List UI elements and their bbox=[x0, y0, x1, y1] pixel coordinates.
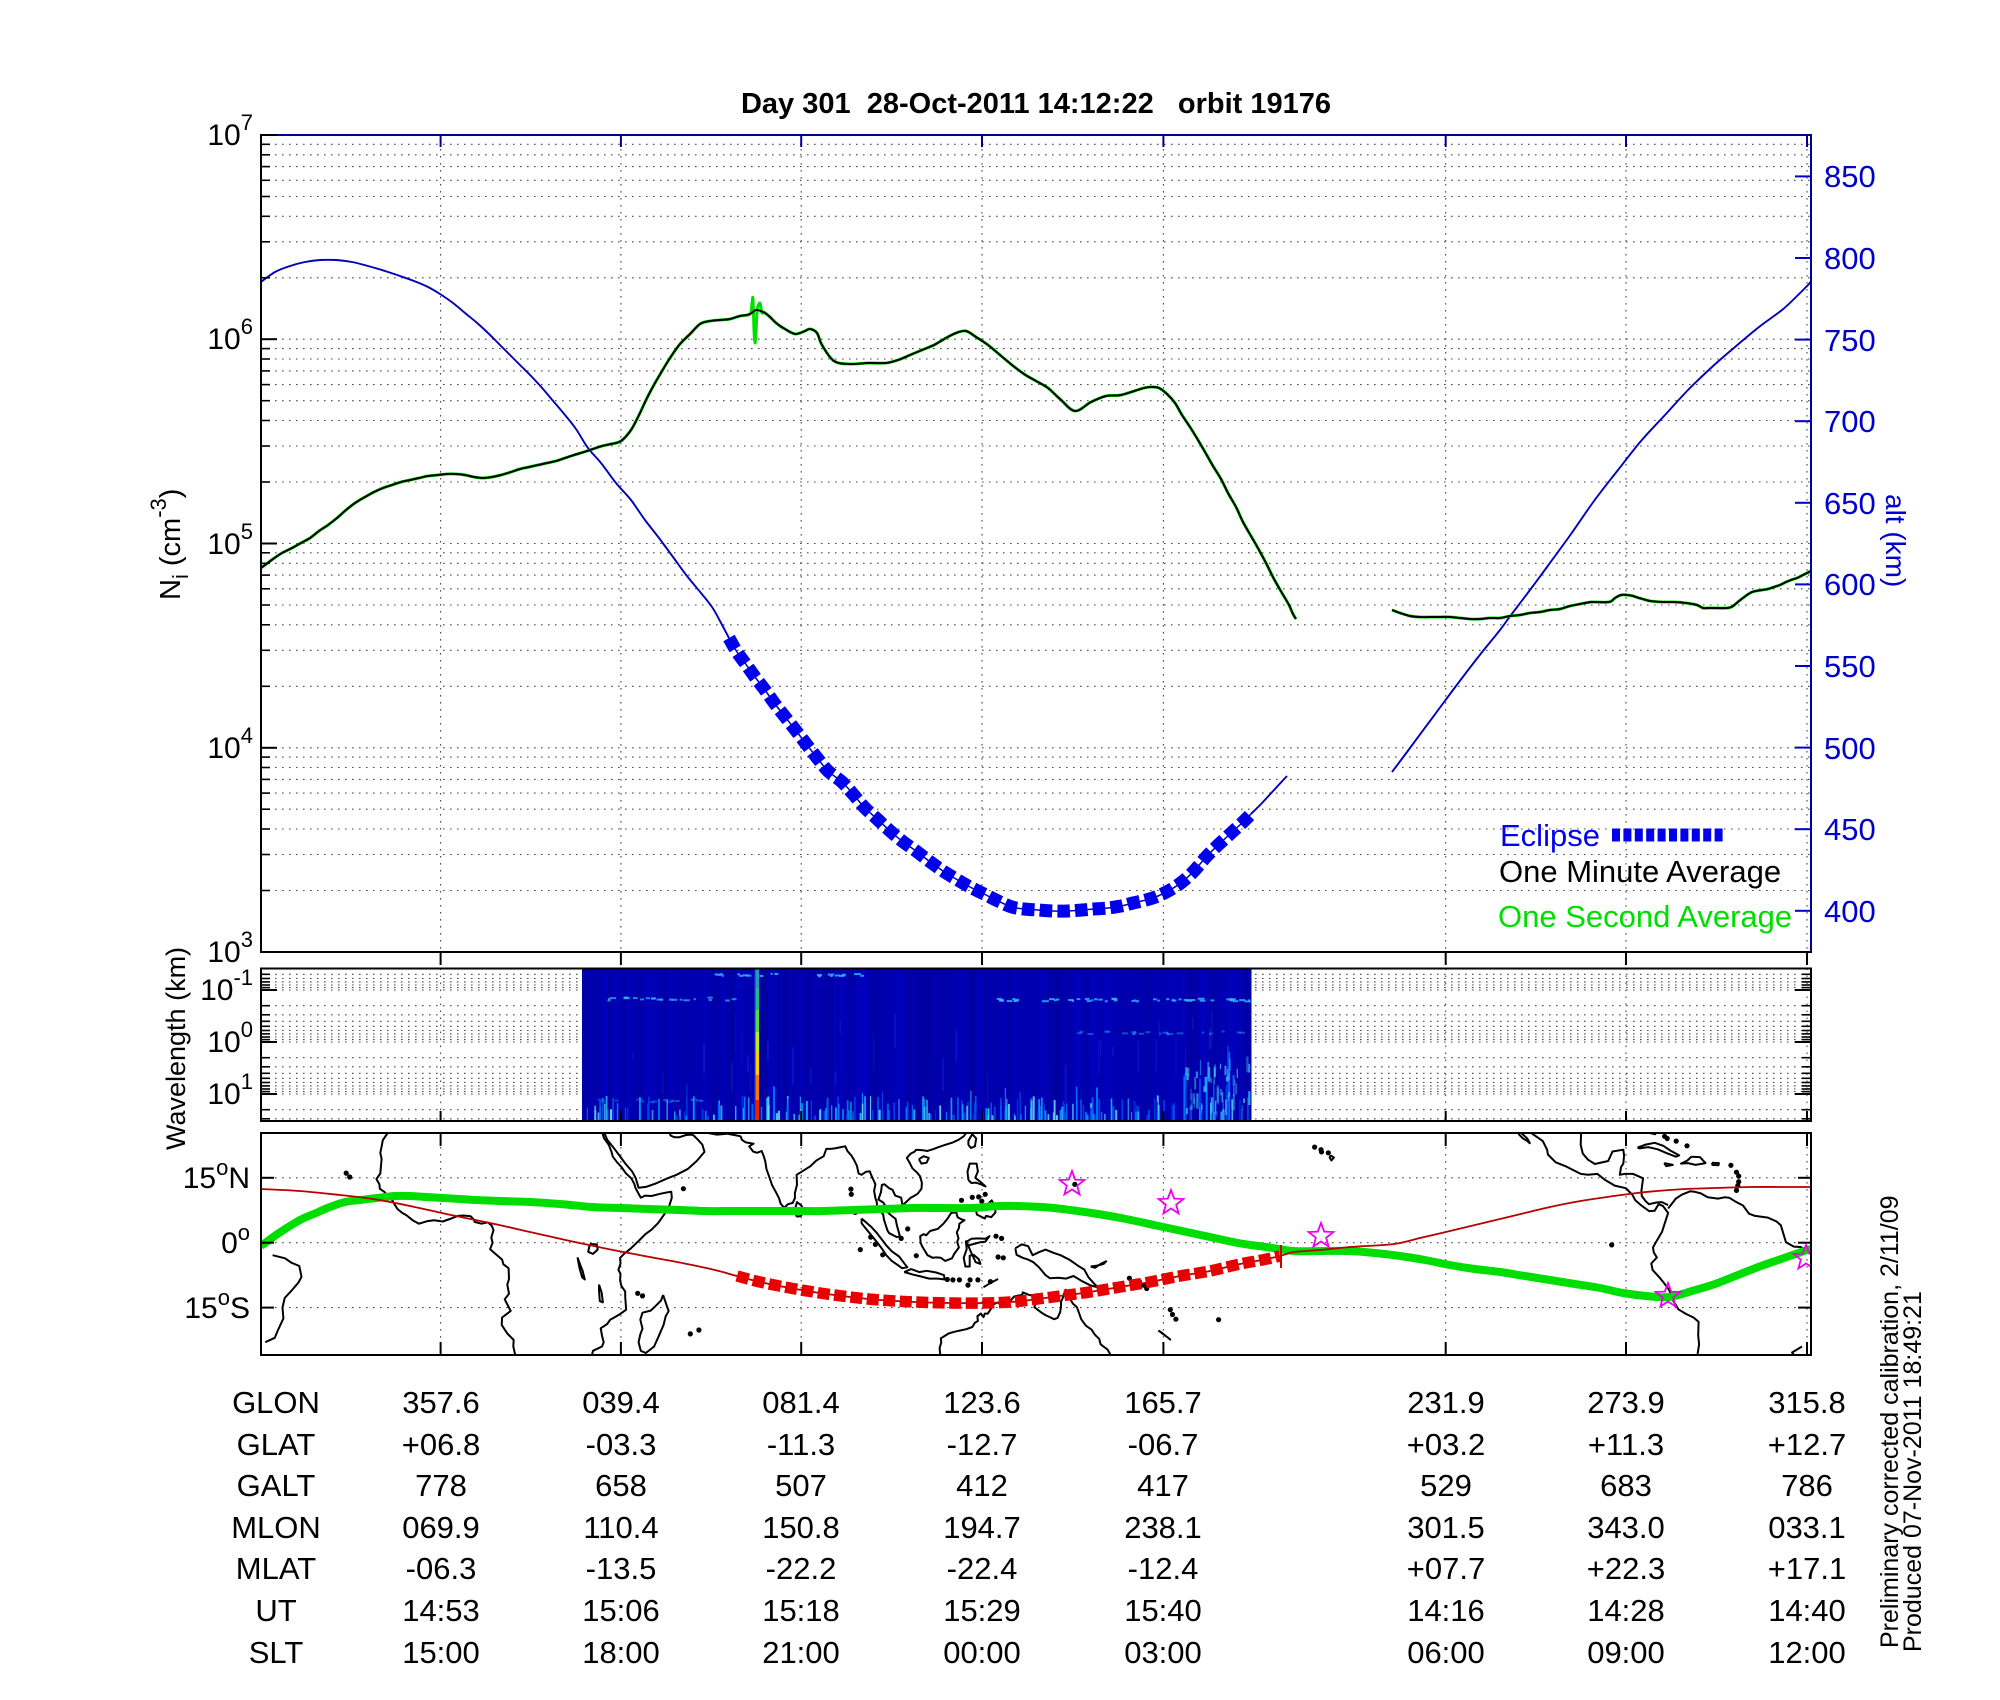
svg-text:09:00: 09:00 bbox=[1587, 1635, 1665, 1670]
svg-text:15:06: 15:06 bbox=[582, 1593, 660, 1628]
svg-text:417: 417 bbox=[1137, 1468, 1189, 1503]
svg-text:150.8: 150.8 bbox=[762, 1510, 840, 1545]
svg-text:00:00: 00:00 bbox=[943, 1635, 1021, 1670]
svg-text:-12.4: -12.4 bbox=[1128, 1551, 1199, 1586]
svg-text:+12.7: +12.7 bbox=[1768, 1427, 1846, 1462]
svg-text:Eclipse: Eclipse bbox=[1500, 818, 1600, 853]
svg-text:650: 650 bbox=[1824, 486, 1876, 521]
svg-text:+17.1: +17.1 bbox=[1768, 1551, 1846, 1586]
svg-text:alt (km): alt (km) bbox=[1880, 494, 1911, 587]
svg-text:+11.3: +11.3 bbox=[1588, 1427, 1664, 1462]
svg-text:850: 850 bbox=[1824, 159, 1876, 194]
svg-text:15oN: 15oN bbox=[183, 1155, 250, 1195]
svg-text:786: 786 bbox=[1781, 1468, 1833, 1503]
svg-text:081.4: 081.4 bbox=[762, 1385, 840, 1420]
svg-text:231.9: 231.9 bbox=[1407, 1385, 1485, 1420]
svg-text:+22.3: +22.3 bbox=[1587, 1551, 1665, 1586]
svg-text:14:40: 14:40 bbox=[1768, 1593, 1846, 1628]
svg-text:06:00: 06:00 bbox=[1407, 1635, 1485, 1670]
svg-text:Produced 07-Nov-2011 18:49:21: Produced 07-Nov-2011 18:49:21 bbox=[1899, 1291, 1927, 1652]
svg-text:12:00: 12:00 bbox=[1768, 1635, 1846, 1670]
svg-text:15:00: 15:00 bbox=[402, 1635, 480, 1670]
svg-text:550: 550 bbox=[1824, 649, 1876, 684]
svg-text:450: 450 bbox=[1824, 812, 1876, 847]
svg-text:194.7: 194.7 bbox=[943, 1510, 1021, 1545]
svg-text:-22.2: -22.2 bbox=[766, 1551, 837, 1586]
svg-text:15:29: 15:29 bbox=[943, 1593, 1021, 1628]
svg-text:529: 529 bbox=[1420, 1468, 1472, 1503]
svg-text:Wavelength (km): Wavelength (km) bbox=[161, 947, 191, 1150]
svg-text:GLAT: GLAT bbox=[237, 1427, 316, 1462]
svg-text:GLON: GLON bbox=[232, 1385, 320, 1420]
svg-text:0o: 0o bbox=[221, 1220, 250, 1260]
svg-text:15:18: 15:18 bbox=[762, 1593, 840, 1628]
svg-text:165.7: 165.7 bbox=[1124, 1385, 1202, 1420]
svg-text:21:00: 21:00 bbox=[762, 1635, 840, 1670]
svg-text:273.9: 273.9 bbox=[1587, 1385, 1665, 1420]
svg-text:+06.8: +06.8 bbox=[402, 1427, 480, 1462]
svg-text:UT: UT bbox=[255, 1593, 296, 1628]
svg-text:Day 301 28-Oct-2011 14:12:22: Day 301 28-Oct-2011 14:12:22 orbit 19176 bbox=[741, 88, 1331, 120]
svg-text:301.5: 301.5 bbox=[1407, 1510, 1485, 1545]
svg-text:238.1: 238.1 bbox=[1124, 1510, 1202, 1545]
svg-text:-12.7: -12.7 bbox=[947, 1427, 1018, 1462]
svg-text:+07.7: +07.7 bbox=[1407, 1551, 1485, 1586]
svg-text:18:00: 18:00 bbox=[582, 1635, 660, 1670]
svg-text:-03.3: -03.3 bbox=[586, 1427, 657, 1462]
svg-text:One Minute Average: One Minute Average bbox=[1499, 854, 1781, 889]
svg-text:750: 750 bbox=[1824, 323, 1876, 358]
svg-text:+03.2: +03.2 bbox=[1407, 1427, 1485, 1462]
svg-text:15oS: 15oS bbox=[184, 1285, 250, 1325]
svg-text:-06.3: -06.3 bbox=[406, 1551, 477, 1586]
svg-text:-22.4: -22.4 bbox=[947, 1551, 1018, 1586]
svg-text:315.8: 315.8 bbox=[1768, 1385, 1846, 1420]
svg-text:778: 778 bbox=[415, 1468, 467, 1503]
svg-text:03:00: 03:00 bbox=[1124, 1635, 1202, 1670]
svg-text:One Second Average: One Second Average bbox=[1498, 899, 1792, 934]
svg-text:033.1: 033.1 bbox=[1768, 1510, 1846, 1545]
svg-text:800: 800 bbox=[1824, 241, 1876, 276]
svg-text:683: 683 bbox=[1600, 1468, 1652, 1503]
svg-text:14:53: 14:53 bbox=[402, 1593, 480, 1628]
svg-text:14:16: 14:16 bbox=[1407, 1593, 1485, 1628]
svg-text:600: 600 bbox=[1824, 567, 1876, 602]
svg-text:-06.7: -06.7 bbox=[1128, 1427, 1199, 1462]
svg-text:343.0: 343.0 bbox=[1587, 1510, 1665, 1545]
svg-text:700: 700 bbox=[1824, 404, 1876, 439]
svg-text:357.6: 357.6 bbox=[402, 1385, 480, 1420]
svg-text:500: 500 bbox=[1824, 731, 1876, 766]
svg-text:039.4: 039.4 bbox=[582, 1385, 660, 1420]
svg-text:412: 412 bbox=[956, 1468, 1008, 1503]
svg-text:658: 658 bbox=[595, 1468, 647, 1503]
svg-text:14:28: 14:28 bbox=[1587, 1593, 1665, 1628]
svg-text:-13.5: -13.5 bbox=[586, 1551, 657, 1586]
svg-text:MLAT: MLAT bbox=[236, 1551, 316, 1586]
svg-text:400: 400 bbox=[1824, 894, 1876, 929]
svg-text:MLON: MLON bbox=[231, 1510, 321, 1545]
svg-text:507: 507 bbox=[775, 1468, 827, 1503]
svg-text:Preliminary corrected calibrat: Preliminary corrected calibration, 2/11/… bbox=[1876, 1195, 1904, 1648]
svg-text:SLT: SLT bbox=[249, 1635, 304, 1670]
svg-text:110.4: 110.4 bbox=[583, 1510, 658, 1545]
svg-text:069.9: 069.9 bbox=[402, 1510, 480, 1545]
svg-text:-11.3: -11.3 bbox=[767, 1427, 835, 1462]
svg-text:15:40: 15:40 bbox=[1124, 1593, 1202, 1628]
svg-text:GALT: GALT bbox=[237, 1468, 316, 1503]
svg-text:123.6: 123.6 bbox=[943, 1385, 1021, 1420]
